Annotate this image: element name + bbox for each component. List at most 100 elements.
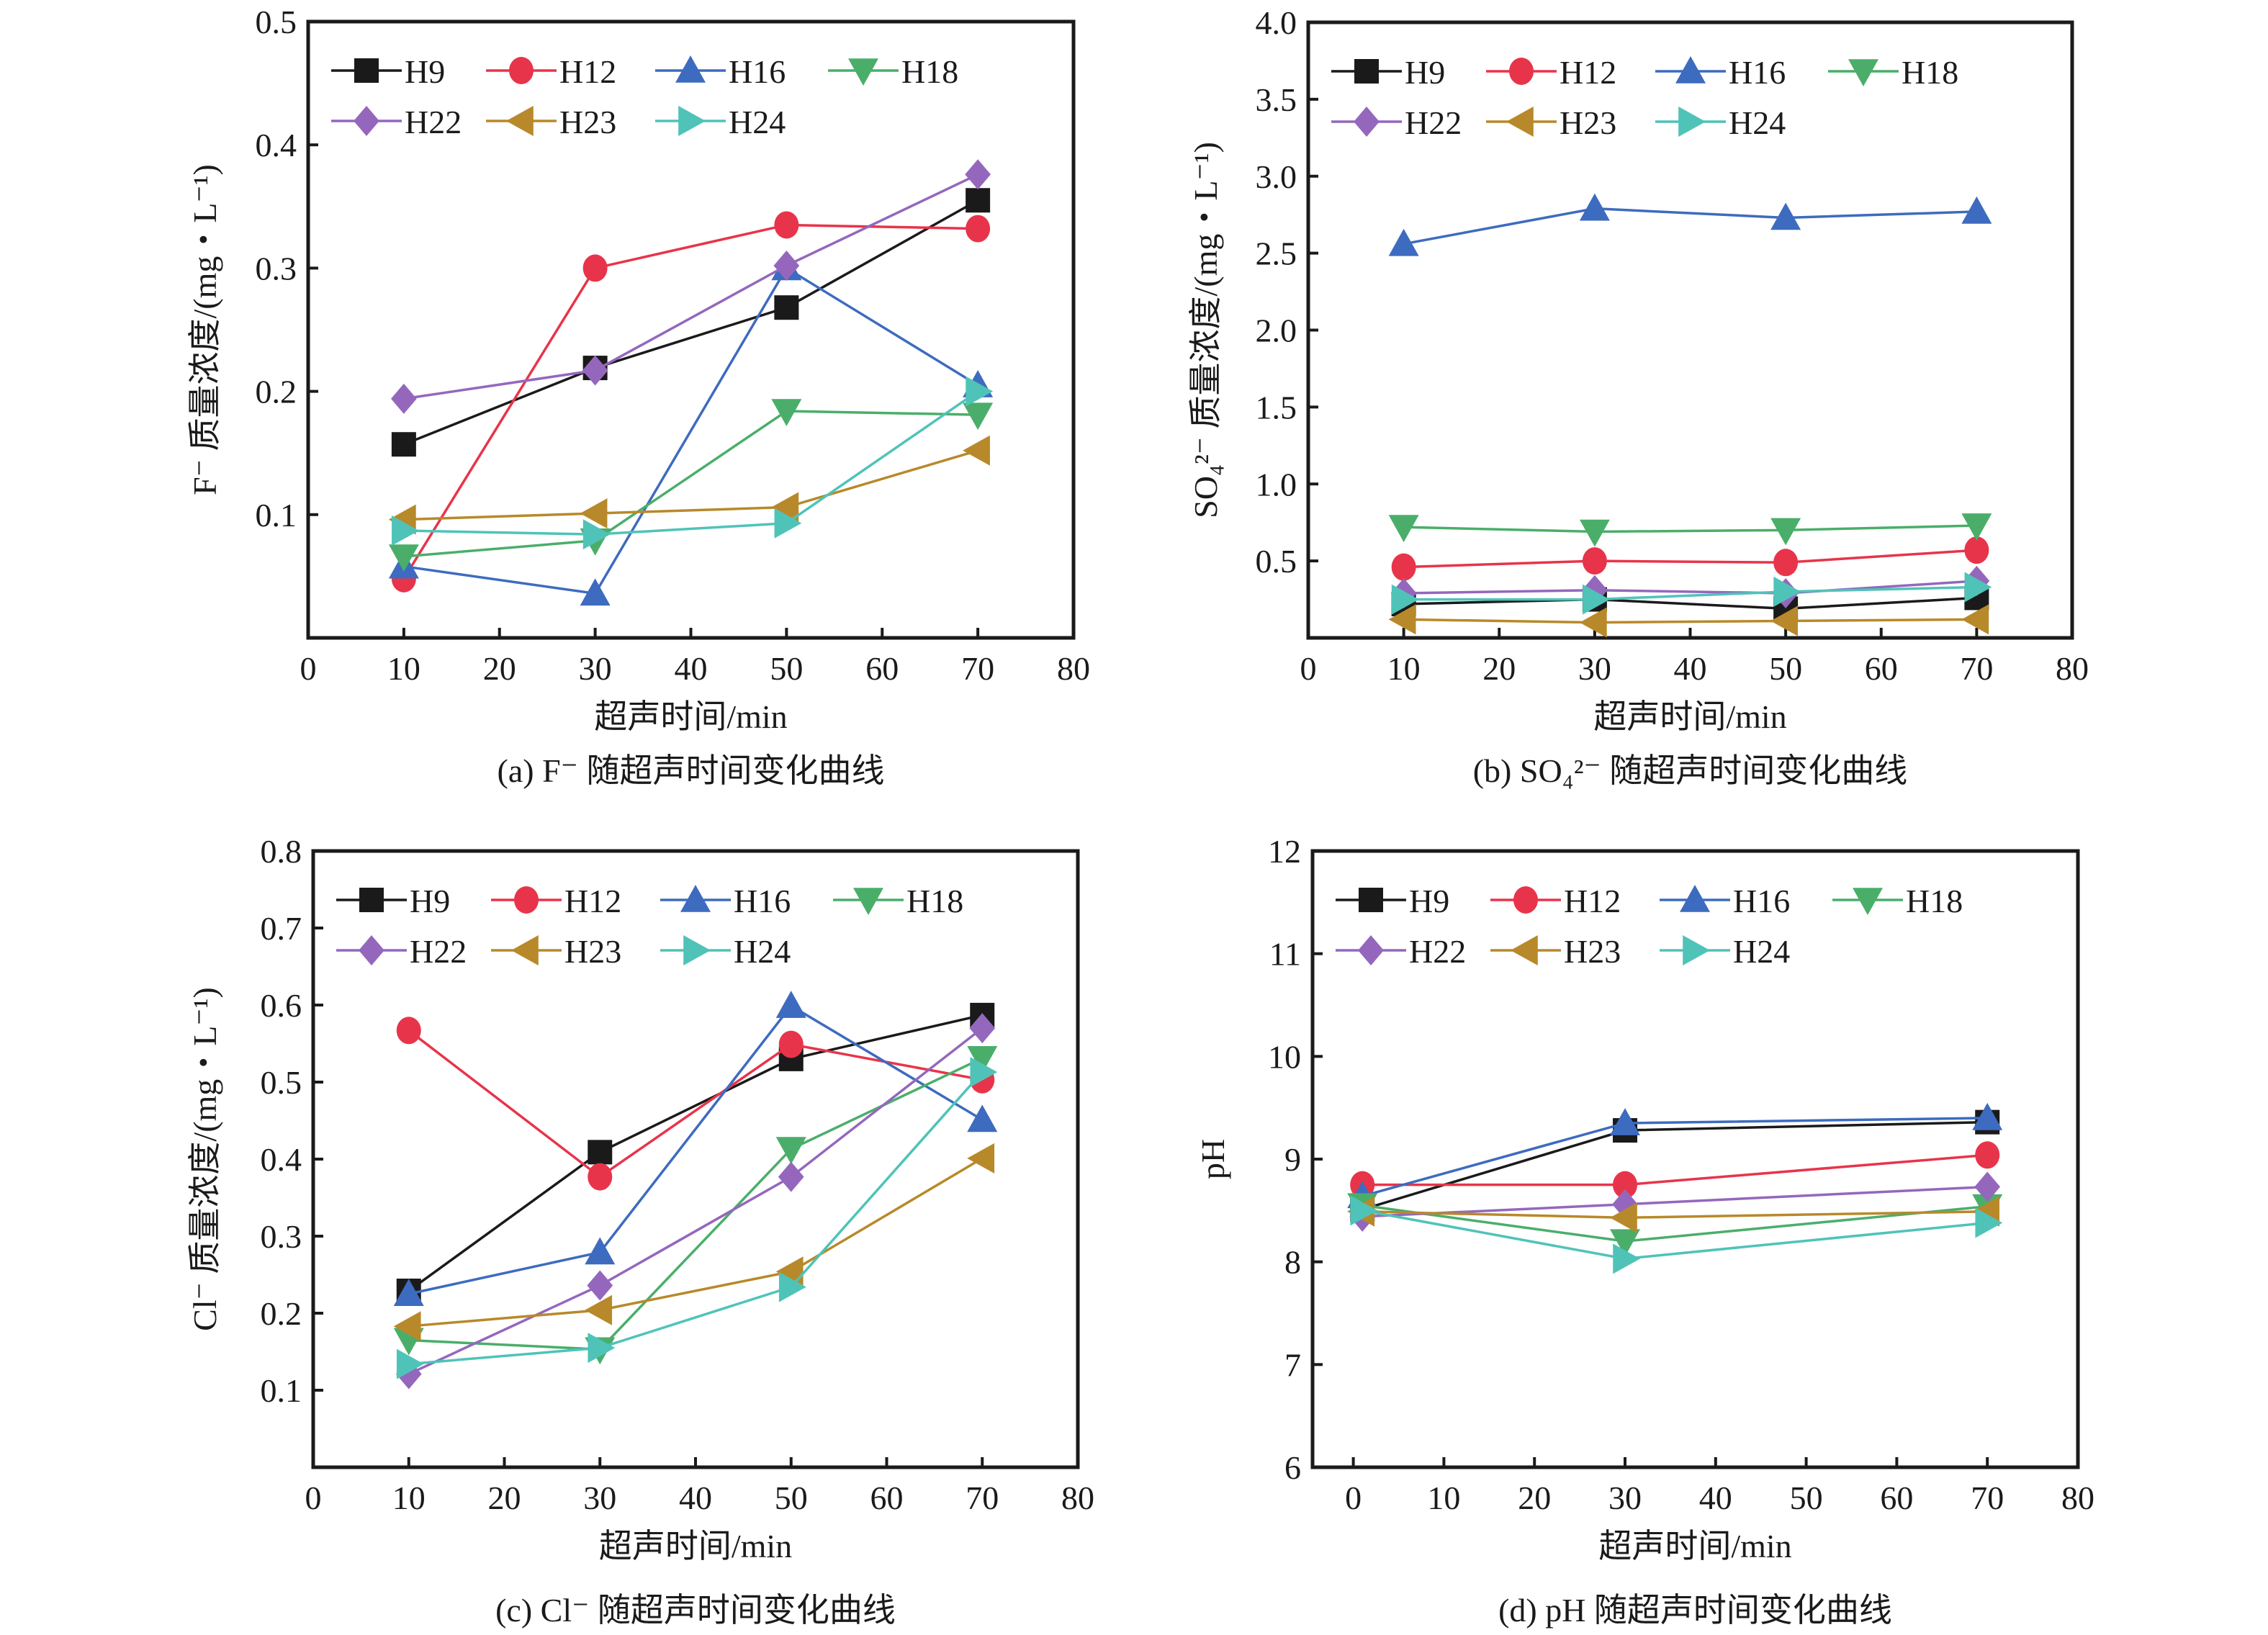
- x-tick-label: 0: [1345, 1479, 1362, 1516]
- series-line: [408, 1157, 984, 1328]
- legend-marker: [1853, 888, 1883, 915]
- legend: H9 H12 H16 H18 H22 H23 H24: [1336, 883, 1963, 970]
- x-tick-label: 10: [1387, 650, 1421, 687]
- series-line: [408, 1057, 984, 1351]
- series-line: [403, 199, 978, 446]
- y-tick-label: 2.5: [1256, 235, 1297, 272]
- legend-label: H16: [729, 53, 786, 90]
- legend-marker: [1506, 107, 1534, 137]
- y-tick-label: 11: [1269, 936, 1301, 973]
- data-point-marker: [1613, 1243, 1641, 1274]
- data-point-marker: [1770, 202, 1801, 230]
- x-tick-label: 20: [1482, 650, 1516, 687]
- legend-label: H22: [410, 933, 467, 970]
- series-line: [1403, 580, 1977, 595]
- y-tick-label: 4.0: [1256, 4, 1297, 41]
- x-tick-label: 40: [1674, 650, 1707, 687]
- legend-label: H9: [1405, 54, 1445, 91]
- legend-marker: [683, 935, 711, 965]
- data-point-marker: [396, 1348, 424, 1379]
- legend-label: H23: [559, 104, 616, 140]
- y-tick-label: 0.3: [256, 250, 297, 287]
- data-point-marker: [582, 355, 608, 386]
- legend-marker: [511, 935, 539, 965]
- legend-item-h12: H12: [491, 883, 621, 919]
- x-axis-title: 超声时间/min: [1598, 1528, 1791, 1564]
- legend-item-h22: H22: [1331, 104, 1462, 141]
- y-axis-title: F⁻ 质量浓度/(mg・L⁻¹): [186, 164, 223, 495]
- data-point-marker: [775, 1256, 804, 1287]
- data-point-marker: [1961, 604, 1989, 635]
- x-tick-label: 60: [1865, 650, 1898, 687]
- legend-item-h9: H9: [336, 883, 450, 919]
- series-h23: [1388, 604, 1989, 638]
- chart-a: 0 10 20 30 40 50 60 70 80 0.1 0.2 0.3 0.4 0.5 超声时间/min…: [186, 4, 1090, 789]
- data-point-marker: [970, 1057, 998, 1088]
- legend-marker: [853, 888, 883, 915]
- legend-label: H12: [564, 883, 621, 919]
- data-point-marker: [967, 1143, 995, 1174]
- series-line: [403, 173, 978, 400]
- legend-marker: [1678, 107, 1706, 137]
- legend-item-h18: H18: [1828, 54, 1958, 91]
- chart-caption: (c) Cl⁻ 随超声时间变化曲线: [495, 1592, 896, 1629]
- legend-item-h24: H24: [660, 933, 791, 970]
- series-h9: [396, 1002, 995, 1303]
- legend-item-h23: H23: [1486, 104, 1616, 141]
- series-h24: [396, 1057, 998, 1379]
- legend-item-h16: H16: [655, 53, 786, 90]
- legend-item-h16: H16: [1655, 54, 1786, 91]
- data-point-marker: [588, 1163, 613, 1191]
- data-point-marker: [966, 215, 991, 243]
- series-h9: [1350, 1109, 2000, 1222]
- y-tick-label: 0.1: [256, 497, 297, 533]
- legend-marker: [1358, 935, 1384, 965]
- data-point-marker: [778, 1271, 806, 1302]
- legend-marker: [1848, 59, 1878, 86]
- series-h24: [392, 376, 994, 550]
- series-line: [1403, 549, 1977, 569]
- data-point-marker: [1613, 1171, 1638, 1199]
- data-point-marker: [1579, 519, 1610, 547]
- x-tick-label: 0: [300, 650, 317, 687]
- series-line: [408, 1027, 984, 1376]
- x-axis-title: 超声时间/min: [599, 1528, 792, 1564]
- x-tick-label: 50: [1790, 1479, 1823, 1516]
- data-point-marker: [1773, 576, 1801, 607]
- y-tick-label: 3.5: [1256, 81, 1297, 118]
- legend: H9 H12 H16 H18 H22 H23 H24: [336, 883, 963, 970]
- data-point-marker: [1974, 1171, 2001, 1202]
- legend-label: H24: [1729, 104, 1786, 141]
- legend-label: H24: [734, 933, 791, 970]
- x-tick-label: 50: [1769, 650, 1802, 687]
- x-tick-label: 40: [675, 650, 708, 687]
- data-point-marker: [1964, 536, 1989, 564]
- x-tick-label: 10: [392, 1479, 426, 1516]
- data-point-marker: [1975, 1207, 2003, 1238]
- y-tick-label: 0.3: [261, 1218, 302, 1255]
- legend-item-h23: H23: [486, 104, 616, 140]
- legend-label: H18: [906, 883, 963, 919]
- data-point-marker: [1579, 607, 1607, 638]
- legend-marker: [1511, 935, 1538, 965]
- series-line: [1403, 585, 1977, 601]
- series-h12: [1350, 1141, 2000, 1199]
- chart-caption: (a) F⁻ 随超声时间变化曲线: [498, 752, 885, 789]
- data-point-marker: [585, 1237, 616, 1265]
- y-tick-label: 6: [1284, 1449, 1301, 1486]
- data-point-marker: [967, 1104, 998, 1132]
- legend-label: H24: [729, 104, 786, 140]
- data-point-marker: [1579, 193, 1610, 221]
- series-line: [402, 223, 978, 580]
- data-point-marker: [393, 1311, 421, 1342]
- legend-marker: [359, 888, 384, 912]
- legend-marker: [359, 935, 384, 965]
- data-point-marker: [388, 544, 419, 572]
- data-point-marker: [774, 508, 802, 539]
- x-tick-label: 60: [870, 1479, 904, 1516]
- y-tick-label: 0.1: [261, 1372, 302, 1409]
- x-tick-label: 80: [2061, 1479, 2094, 1516]
- x-tick-label: 70: [1960, 650, 1993, 687]
- legend-item-h18: H18: [1832, 883, 1963, 919]
- legend-marker: [354, 58, 379, 83]
